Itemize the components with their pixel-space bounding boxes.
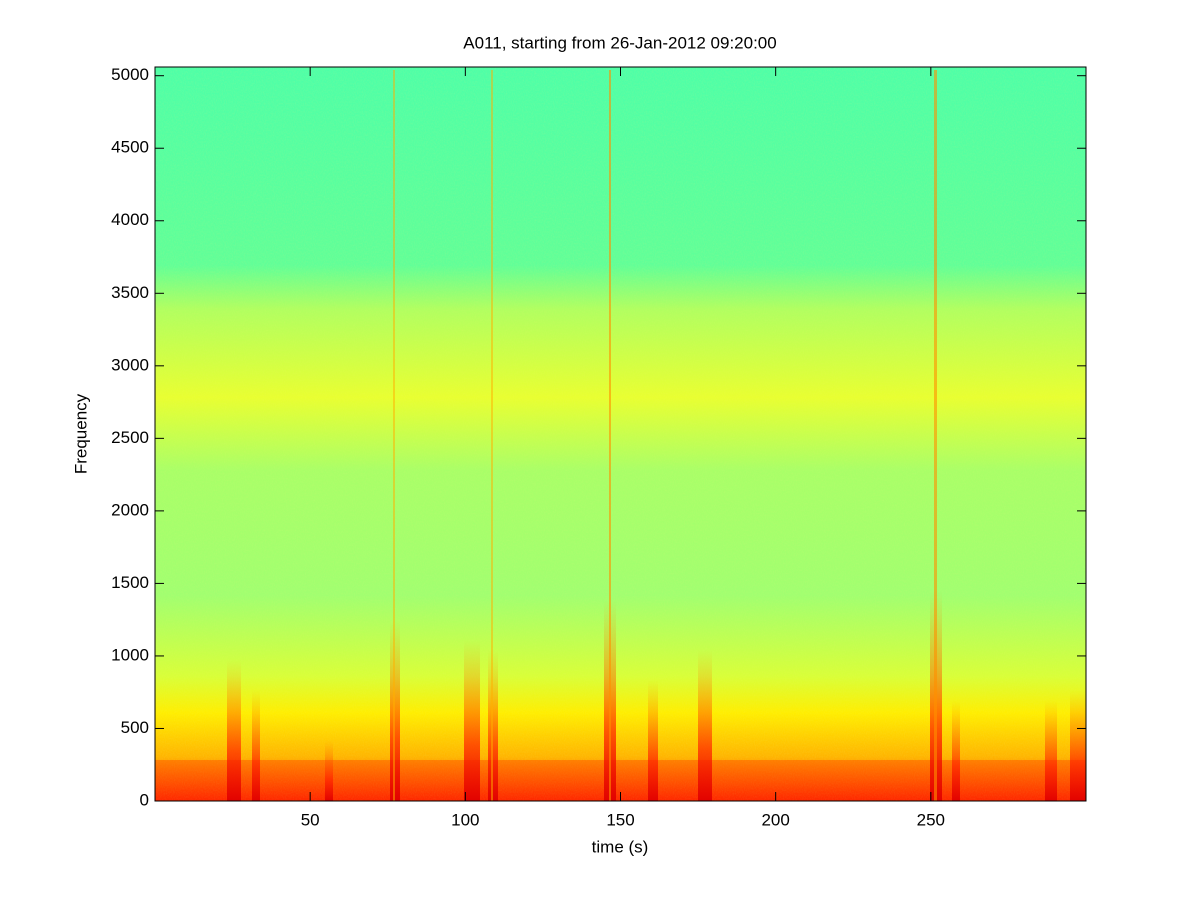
y-tick-label: 1000 bbox=[111, 645, 149, 664]
y-tick-label: 4000 bbox=[111, 210, 149, 229]
y-tick-label: 500 bbox=[121, 718, 149, 737]
x-tick-label: 50 bbox=[301, 810, 320, 829]
y-tick-label: 1500 bbox=[111, 573, 149, 592]
y-tick-label: 0 bbox=[140, 790, 149, 809]
y-tick-label: 3000 bbox=[111, 355, 149, 374]
x-axis-label: time (s) bbox=[592, 837, 649, 856]
y-tick-label: 4500 bbox=[111, 138, 149, 157]
y-axis-label: Frequency bbox=[71, 393, 90, 474]
y-tick-label: 2500 bbox=[111, 428, 149, 447]
y-tick-label: 2000 bbox=[111, 500, 149, 519]
x-tick-label: 150 bbox=[606, 810, 634, 829]
y-tick-label: 5000 bbox=[111, 65, 149, 84]
x-tick-label: 250 bbox=[917, 810, 945, 829]
y-tick-label: 3500 bbox=[111, 283, 149, 302]
chart-title: A011, starting from 26-Jan-2012 09:20:00 bbox=[463, 33, 776, 52]
x-tick-label: 200 bbox=[761, 810, 789, 829]
x-tick-label: 100 bbox=[451, 810, 479, 829]
spectrogram-image bbox=[155, 67, 1086, 801]
